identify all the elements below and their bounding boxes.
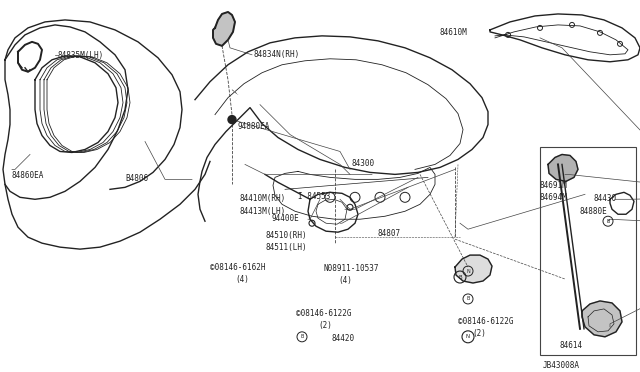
Text: (2): (2) — [318, 321, 332, 330]
Text: 84413M(LH): 84413M(LH) — [240, 207, 286, 216]
Polygon shape — [455, 255, 492, 283]
Text: ©08146-6122G: ©08146-6122G — [296, 309, 351, 318]
Text: 84694M: 84694M — [540, 193, 568, 202]
Text: (4): (4) — [338, 276, 352, 285]
Text: 84410M(RH): 84410M(RH) — [240, 194, 286, 203]
Text: I 84553: I 84553 — [298, 192, 330, 201]
Text: 84860EA: 84860EA — [12, 171, 44, 180]
Text: 84691M: 84691M — [540, 182, 568, 190]
Text: (2): (2) — [472, 329, 486, 338]
Text: 84807: 84807 — [377, 229, 400, 238]
Text: B: B — [467, 296, 470, 301]
Bar — [540, 147, 636, 355]
Text: N: N — [466, 334, 470, 339]
Circle shape — [228, 116, 236, 124]
Text: 84835M(LH): 84835M(LH) — [57, 51, 103, 60]
Polygon shape — [548, 154, 578, 182]
Text: 84430: 84430 — [593, 194, 616, 203]
Text: 84420: 84420 — [332, 334, 355, 343]
Text: N08911-10537: N08911-10537 — [323, 264, 378, 273]
Text: 84614: 84614 — [560, 341, 583, 350]
Text: ©08146-6162H: ©08146-6162H — [210, 263, 266, 272]
Text: 94400E: 94400E — [272, 214, 300, 223]
Text: 84510(RH): 84510(RH) — [265, 231, 307, 240]
Polygon shape — [213, 12, 235, 46]
Text: 84880E: 84880E — [580, 207, 608, 216]
Text: B: B — [606, 219, 610, 224]
Text: 84511(LH): 84511(LH) — [265, 243, 307, 252]
Text: ©08146-6122G: ©08146-6122G — [458, 317, 513, 326]
Text: B: B — [458, 275, 462, 279]
Text: N: N — [466, 269, 470, 273]
Text: 84610M: 84610M — [440, 28, 468, 37]
Text: 84834N(RH): 84834N(RH) — [253, 50, 300, 59]
Text: B4806: B4806 — [125, 174, 148, 183]
Text: B: B — [300, 334, 304, 339]
Text: (4): (4) — [235, 275, 249, 284]
Polygon shape — [582, 301, 622, 337]
Text: JB43008A: JB43008A — [543, 361, 580, 370]
Text: 94880EA: 94880EA — [238, 122, 270, 131]
Text: 84300: 84300 — [352, 160, 375, 169]
